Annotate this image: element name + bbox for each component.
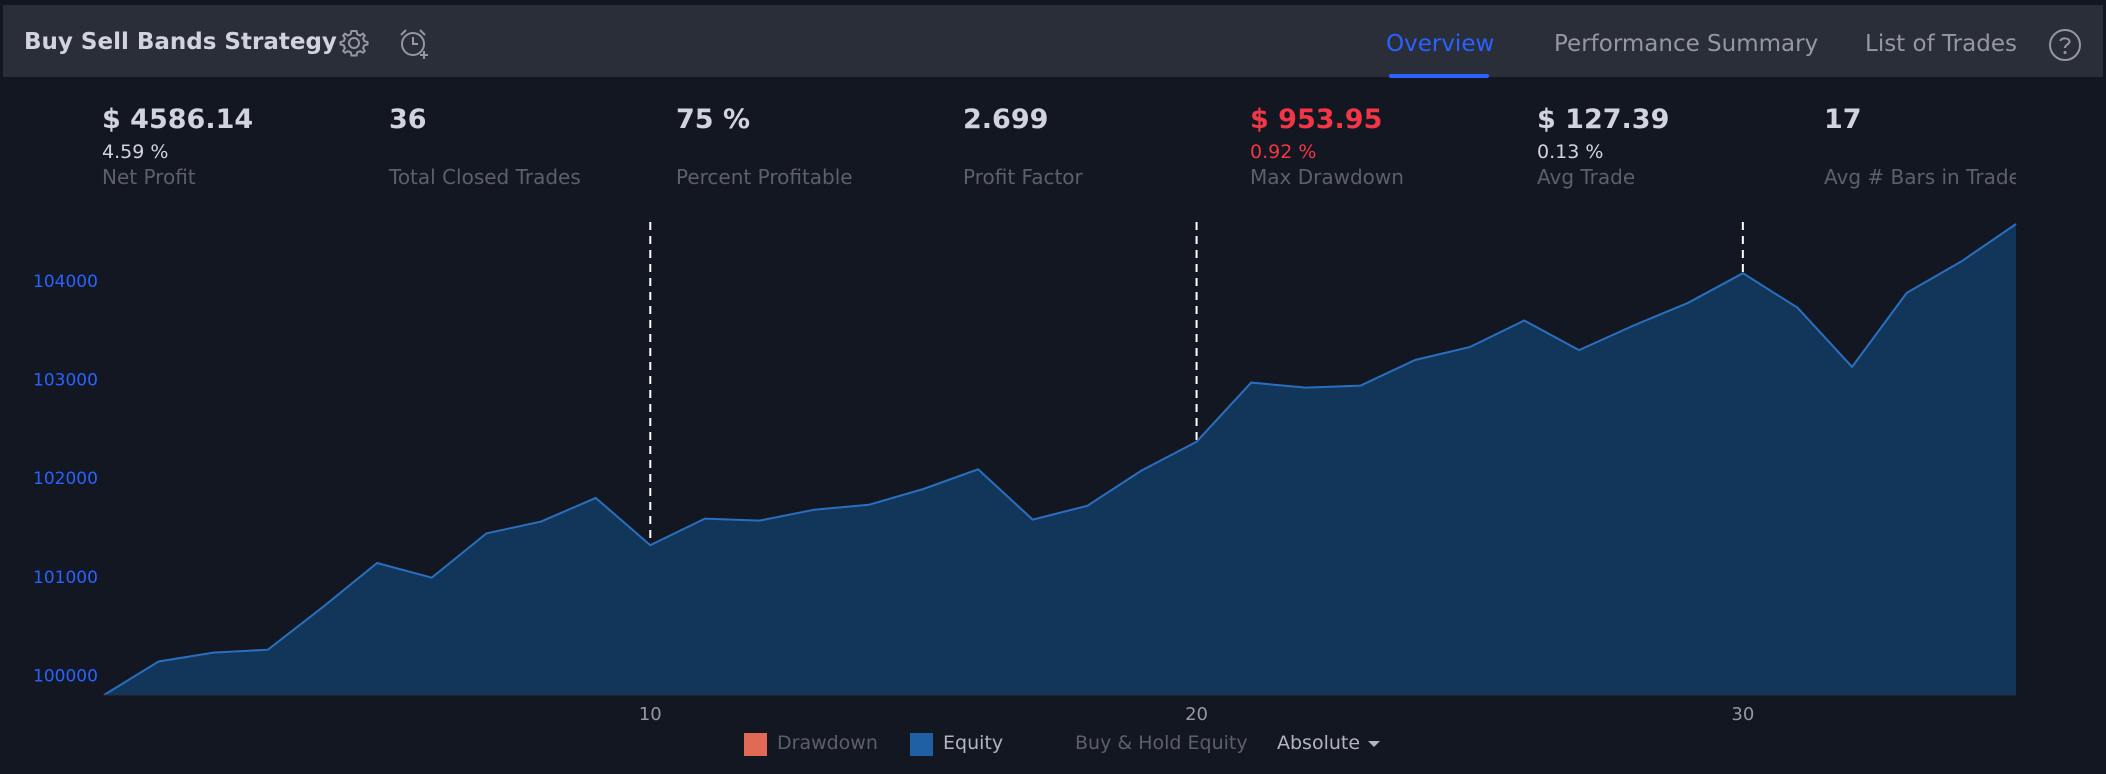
absolute-mode-select[interactable]: Absolute xyxy=(1277,732,1381,754)
alarm-add-icon[interactable] xyxy=(396,25,432,61)
total-closed-trades-label: Total Closed Trades xyxy=(389,165,581,189)
top-bar: Buy Sell Bands Strategy Overview Perform… xyxy=(3,5,2103,78)
x-tick-label: 20 xyxy=(1185,704,1208,725)
equity-point[interactable] xyxy=(1358,383,1364,389)
equity-area xyxy=(104,224,2016,695)
equity-point[interactable] xyxy=(593,495,599,501)
equity-point[interactable] xyxy=(1030,517,1036,523)
equity-point[interactable] xyxy=(1631,323,1637,329)
chevron-down-icon xyxy=(1368,740,1381,747)
equity-point[interactable] xyxy=(647,542,653,548)
y-tick-label: 101000 xyxy=(33,568,98,588)
equity-point[interactable] xyxy=(1467,344,1473,350)
total-closed-trades-value: 36 xyxy=(389,104,427,135)
equity-point[interactable] xyxy=(1412,357,1418,363)
tab-overview[interactable]: Overview xyxy=(1386,31,1495,57)
equity-point[interactable] xyxy=(1740,270,1746,276)
metric-avg-bars-in-trades: 17 Avg # Bars in Trades xyxy=(1824,102,2016,190)
x-tick-label: 30 xyxy=(1731,704,1754,725)
net-profit-label: Net Profit xyxy=(102,165,196,189)
metric-avg-trade: $ 127.39 0.13 % Avg Trade xyxy=(1537,102,1669,190)
active-tab-underline xyxy=(1389,74,1489,78)
equity-point[interactable] xyxy=(1084,503,1090,509)
equity-point[interactable] xyxy=(866,502,872,508)
avg-trade-percent: 0.13 % xyxy=(1537,141,1604,163)
question-mark-icon[interactable] xyxy=(2048,28,2082,62)
equity-point[interactable] xyxy=(1194,439,1200,445)
tab-list-of-trades[interactable]: List of Trades xyxy=(1865,31,2017,57)
equity-point[interactable] xyxy=(1521,318,1527,324)
equity-line xyxy=(103,223,2017,696)
percent-profitable-value: 75 % xyxy=(676,104,751,135)
y-tick-label: 103000 xyxy=(33,371,98,391)
avg-bars-value: 17 xyxy=(1824,104,1862,135)
equity-point[interactable] xyxy=(1303,385,1309,391)
x-tick-label: 10 xyxy=(639,704,662,725)
equity-point[interactable] xyxy=(1795,305,1801,311)
equity-point[interactable] xyxy=(975,466,981,472)
net-profit-value: $ 4586.14 xyxy=(102,104,254,135)
equity-point[interactable] xyxy=(538,519,544,525)
avg-bars-label: Avg # Bars in Trades xyxy=(1824,165,2016,189)
legend-drawdown[interactable]: Drawdown xyxy=(777,732,878,754)
equity-swatch[interactable] xyxy=(910,733,933,756)
absolute-mode-label: Absolute xyxy=(1277,732,1361,754)
avg-trade-value: $ 127.39 xyxy=(1537,104,1670,135)
max-drawdown-value: $ 953.95 xyxy=(1250,104,1383,135)
drawdown-swatch[interactable] xyxy=(744,733,767,756)
equity-point[interactable] xyxy=(265,647,271,653)
metric-total-closed-trades: 36 Total Closed Trades xyxy=(389,102,581,190)
legend-equity[interactable]: Equity xyxy=(943,732,1004,754)
y-tick-label: 100000 xyxy=(33,666,98,686)
strategy-title: Buy Sell Bands Strategy xyxy=(24,29,337,55)
percent-profitable-label: Percent Profitable xyxy=(676,165,853,189)
equity-point[interactable] xyxy=(320,604,326,610)
equity-point[interactable] xyxy=(702,516,708,522)
equity-point[interactable] xyxy=(1685,300,1691,306)
metric-max-drawdown: $ 953.95 0.92 % Max Drawdown xyxy=(1250,102,1404,190)
settings-gear-icon[interactable] xyxy=(336,25,372,61)
equity-point[interactable] xyxy=(156,659,162,665)
avg-trade-label: Avg Trade xyxy=(1537,165,1636,189)
equity-point[interactable] xyxy=(210,650,216,656)
equity-point[interactable] xyxy=(1958,258,1964,264)
equity-point[interactable] xyxy=(374,560,380,566)
legend-buy-hold-equity[interactable]: Buy & Hold Equity xyxy=(1075,732,1248,754)
equity-point[interactable] xyxy=(1904,290,1910,296)
metric-profit-factor: 2.699 Profit Factor xyxy=(963,102,1083,190)
profit-factor-value: 2.699 xyxy=(963,104,1049,135)
tab-performance-summary[interactable]: Performance Summary xyxy=(1554,31,1819,57)
equity-point[interactable] xyxy=(1248,380,1254,386)
profit-factor-label: Profit Factor xyxy=(963,165,1083,189)
equity-point[interactable] xyxy=(483,530,489,536)
max-drawdown-percent: 0.92 % xyxy=(1250,141,1317,163)
equity-point[interactable] xyxy=(757,518,763,524)
equity-point[interactable] xyxy=(1139,467,1145,473)
equity-point[interactable] xyxy=(920,486,926,492)
max-drawdown-label: Max Drawdown xyxy=(1250,165,1404,189)
metric-percent-profitable: 75 % Percent Profitable xyxy=(676,102,853,190)
metric-net-profit: $ 4586.14 4.59 % Net Profit xyxy=(102,102,253,190)
equity-point[interactable] xyxy=(1849,364,1855,370)
equity-point[interactable] xyxy=(429,575,435,581)
net-profit-percent: 4.59 % xyxy=(102,141,169,163)
equity-point[interactable] xyxy=(2013,221,2019,227)
equity-point[interactable] xyxy=(811,507,817,513)
equity-point[interactable] xyxy=(1576,347,1582,353)
y-tick-label: 102000 xyxy=(33,469,98,489)
y-tick-label: 104000 xyxy=(33,272,98,292)
